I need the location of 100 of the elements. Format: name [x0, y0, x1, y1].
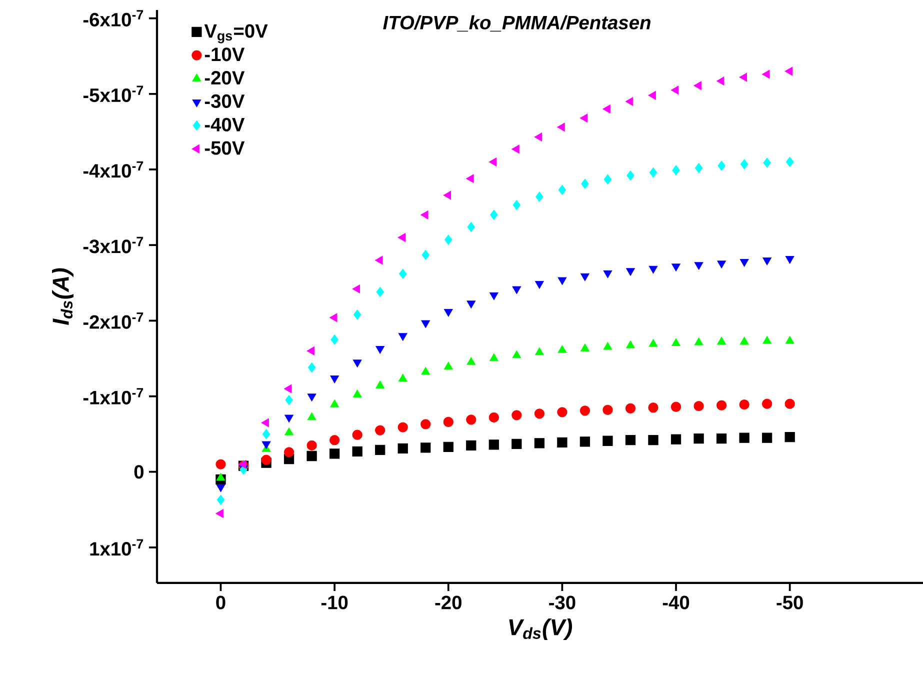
point: [398, 374, 408, 382]
point: [557, 407, 568, 418]
point: [694, 81, 702, 90]
point: [625, 97, 634, 106]
point: [330, 375, 339, 384]
y-tick-label: 1x10$^{-7}$: [90, 539, 144, 556]
point: [739, 400, 750, 410]
point: [648, 435, 658, 446]
point: [534, 132, 542, 142]
point: [670, 86, 679, 95]
point: [602, 404, 613, 415]
legend-label: -30V: [204, 94, 245, 108]
point: [672, 264, 680, 272]
point: [716, 76, 724, 86]
point: [375, 444, 386, 456]
point: [602, 436, 613, 446]
point: [512, 410, 522, 420]
point: [306, 440, 317, 450]
point: [626, 340, 635, 348]
point: [626, 268, 635, 276]
point: [329, 435, 340, 446]
point: [420, 419, 431, 430]
point: [512, 144, 520, 154]
point: [443, 416, 454, 428]
legend-label: V$_{gs}$=0V: [204, 24, 268, 44]
point: [466, 414, 476, 425]
point: [625, 435, 636, 446]
point: [512, 350, 522, 358]
point: [784, 398, 795, 409]
point: [352, 446, 362, 457]
point: [488, 158, 497, 166]
point: [649, 167, 658, 178]
point: [535, 347, 544, 356]
point: [352, 284, 360, 294]
point: [308, 362, 316, 373]
x-tick-label: -30: [549, 596, 576, 610]
y-tick-label: -1x10$^{-7}$: [83, 388, 144, 404]
point: [785, 336, 794, 344]
point: [762, 258, 772, 266]
point: [740, 336, 749, 345]
point: [694, 262, 704, 270]
point: [284, 447, 294, 458]
point: [307, 412, 316, 420]
point: [307, 394, 316, 402]
point: [262, 429, 270, 440]
point: [375, 425, 386, 436]
point: [489, 292, 498, 300]
point: [694, 338, 704, 346]
point: [626, 170, 634, 181]
point: [648, 266, 658, 274]
point: [534, 408, 544, 419]
y-tick-label: -3x10$^{-7}$: [83, 236, 144, 254]
point: [467, 222, 476, 232]
point: [261, 418, 269, 428]
y-tick-label: -2x10$^{-7}$: [83, 312, 144, 329]
point: [284, 384, 292, 394]
point: [306, 346, 314, 356]
point: [329, 313, 338, 322]
x-tick-label: -50: [776, 596, 803, 610]
point: [512, 200, 521, 210]
point: [398, 443, 408, 454]
point: [261, 454, 272, 465]
point: [602, 104, 610, 114]
point: [762, 70, 770, 79]
point: [762, 398, 772, 409]
point: [558, 345, 567, 353]
point: [717, 260, 726, 268]
y-tick-label: -4x10$^{-7}$: [83, 161, 144, 178]
legend-label: -40V: [204, 118, 245, 132]
point: [784, 66, 792, 76]
point: [580, 406, 590, 416]
point: [306, 450, 317, 462]
point: [376, 346, 385, 354]
point: [284, 427, 294, 436]
point: [376, 286, 384, 298]
point: [216, 494, 225, 505]
point: [489, 353, 498, 362]
point: [512, 286, 522, 294]
point: [581, 178, 589, 189]
point: [420, 442, 431, 453]
point: [285, 394, 293, 406]
point: [740, 259, 749, 267]
point: [512, 438, 522, 449]
legend-label: -20V: [204, 71, 245, 85]
x-axis-title: V$_{ds}$(V): [509, 618, 572, 640]
point: [580, 114, 588, 123]
point: [330, 334, 338, 345]
point: [420, 210, 428, 220]
legend-label: -10V: [204, 48, 245, 62]
x-tick-label: 0: [216, 596, 226, 610]
point: [466, 440, 476, 450]
point: [604, 174, 612, 184]
point: [443, 442, 454, 452]
point: [421, 320, 430, 328]
point: [694, 162, 703, 174]
point: [216, 484, 226, 492]
point: [353, 310, 362, 320]
point: [762, 432, 772, 443]
point: [376, 380, 385, 388]
point: [534, 438, 544, 448]
